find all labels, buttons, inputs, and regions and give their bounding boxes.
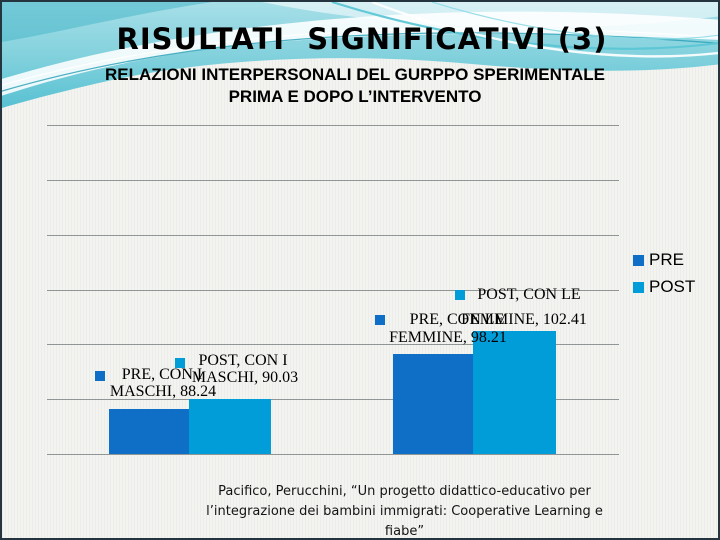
data-label-key-square xyxy=(455,290,465,300)
legend-label: PRE xyxy=(649,250,684,269)
legend-swatch-pre xyxy=(633,254,644,266)
legend-label: POST xyxy=(649,277,696,296)
slide-subtitle: RELAZIONI INTERPERSONALI DEL GURPPO SPER… xyxy=(2,64,708,108)
subtitle-line-1: RELAZIONI INTERPERSONALI DEL GURPPO SPER… xyxy=(105,65,605,84)
bar-post-maschi xyxy=(189,399,271,454)
gridline xyxy=(47,179,619,181)
data-label-line: FEMMINE, 98.21 xyxy=(389,329,507,346)
bar-post-femmine xyxy=(473,331,556,454)
data-label-line: POST, CON I xyxy=(198,352,288,369)
legend-item-pre: PRE xyxy=(633,250,684,270)
data-label-key-square xyxy=(375,315,385,325)
citation: Pacifico, Perucchini, “Un progetto didat… xyxy=(167,482,642,539)
gridline xyxy=(47,234,619,236)
bar-pre-maschi xyxy=(109,408,189,454)
data-label-line: PRE, CON I xyxy=(121,366,203,383)
citation-line-2: l’integrazione dei bambini immigrati: Co… xyxy=(206,504,603,519)
legend-swatch-post xyxy=(633,281,644,293)
subtitle-line-2: PRIMA E DOPO L’INTERVENTO xyxy=(228,87,482,106)
citation-line-3: fiabe” xyxy=(384,524,425,539)
data-label-key-square xyxy=(175,358,185,368)
legend-item-post: POST xyxy=(633,277,695,297)
data-label-line: FEMMINE, 102.41 xyxy=(461,311,587,328)
data-label-line: POST, CON LE xyxy=(477,286,581,303)
gridline xyxy=(47,125,619,126)
bar-pre-femmine xyxy=(393,354,473,454)
header-wave-decoration xyxy=(2,2,718,108)
gridline xyxy=(47,399,619,401)
citation-line-1: Pacifico, Perucchini, “Un progetto didat… xyxy=(218,484,591,499)
data-label-line: MASCHI, 90.03 xyxy=(191,369,299,386)
gridline xyxy=(47,289,619,291)
gridline xyxy=(47,454,619,455)
gridline xyxy=(47,344,619,346)
data-label-line: PRE, CON LE xyxy=(409,311,505,328)
slide-title: RISULTATI SIGNIFICATIVI (3) xyxy=(116,22,608,56)
data-label-key-square xyxy=(95,371,105,381)
data-label-line: MASCHI, 88.24 xyxy=(109,383,217,400)
